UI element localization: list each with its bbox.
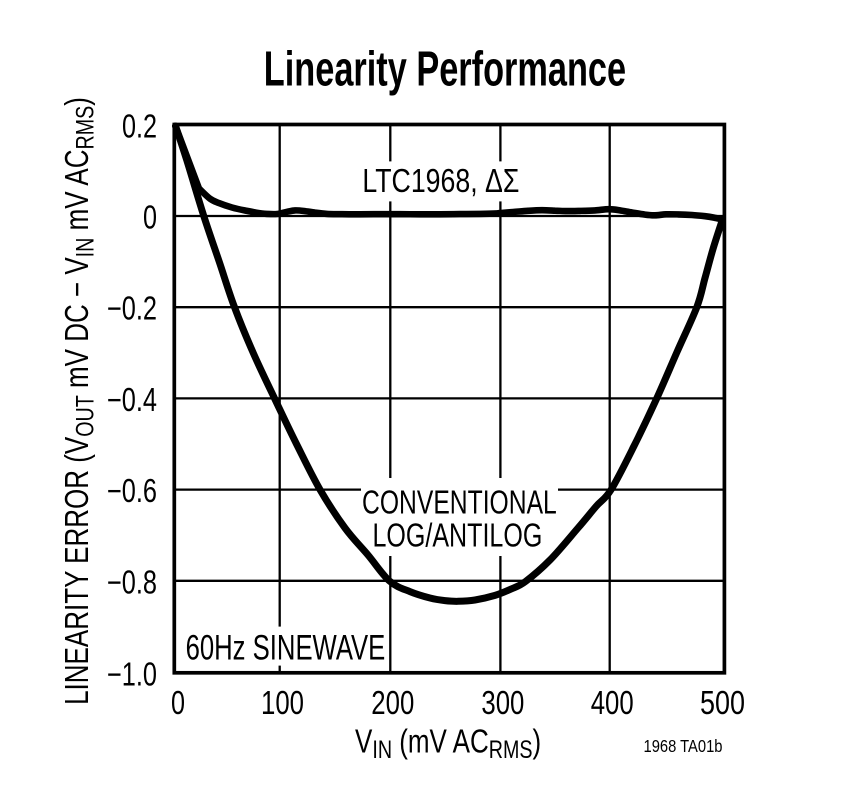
svg-text:−0.6: −0.6 [107, 472, 157, 509]
svg-text:0: 0 [171, 684, 185, 721]
svg-text:60Hz SINEWAVE: 60Hz SINEWAVE [186, 628, 386, 667]
svg-text:−0.8: −0.8 [107, 563, 157, 600]
svg-text:LOG/ANTILOG: LOG/ANTILOG [373, 516, 543, 553]
svg-text:−0.2: −0.2 [107, 290, 157, 327]
svg-text:−0.4: −0.4 [107, 381, 157, 418]
svg-text:200: 200 [371, 684, 414, 721]
svg-text:300: 300 [481, 684, 524, 721]
svg-text:−1.0: −1.0 [107, 655, 157, 692]
svg-text:Linearity Performance: Linearity Performance [264, 43, 626, 97]
svg-text:400: 400 [591, 684, 634, 721]
svg-text:100: 100 [261, 684, 304, 721]
svg-text:0.2: 0.2 [122, 107, 157, 144]
svg-text:1968 TA01b: 1968 TA01b [644, 736, 723, 756]
svg-text:0: 0 [143, 199, 157, 236]
svg-text:CONVENTIONAL: CONVENTIONAL [362, 484, 557, 521]
svg-text:500: 500 [700, 684, 745, 721]
svg-text:LTC1968, ΔΣ: LTC1968, ΔΣ [362, 162, 519, 199]
